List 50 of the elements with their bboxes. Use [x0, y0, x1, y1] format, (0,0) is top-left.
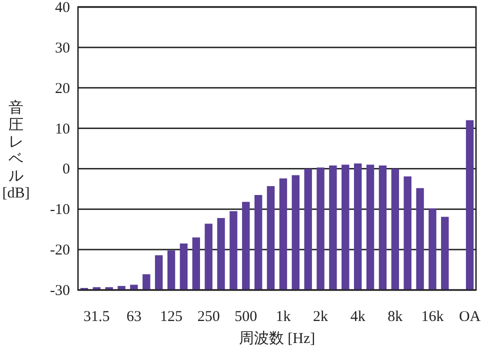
x-tick-label: 250	[197, 309, 220, 325]
bar	[441, 216, 449, 290]
x-tick-label: 8k	[388, 309, 404, 325]
bar	[217, 218, 225, 290]
bar	[378, 165, 387, 290]
bar	[342, 164, 350, 290]
x-tick-label: OA	[458, 309, 481, 325]
bar	[279, 178, 288, 290]
x-axis-title: 周波数 [Hz]	[238, 330, 316, 347]
bar	[466, 120, 474, 290]
bar	[167, 250, 176, 290]
x-tick-label: 125	[160, 309, 183, 325]
x-tick-label: 4k	[350, 309, 366, 325]
x-tick-label: 500	[234, 309, 258, 325]
y-tick-label: -30	[50, 283, 70, 299]
bar	[180, 244, 188, 290]
bar	[266, 186, 275, 290]
x-tick-label: 2k	[313, 309, 329, 325]
bar	[130, 284, 138, 290]
bar	[391, 168, 400, 290]
y-tick-label: 20	[55, 80, 70, 97]
y-tick-label: -20	[50, 242, 70, 259]
bar	[154, 255, 163, 290]
bar	[142, 274, 150, 290]
y-tick-label: 10	[55, 121, 70, 138]
bar	[292, 175, 300, 290]
y-axis-title: 音圧レベル [dB]	[2, 100, 30, 202]
bar	[254, 194, 262, 290]
bar	[329, 165, 337, 290]
x-tick-label: 1k	[276, 309, 292, 325]
x-tick-label: 63	[126, 309, 142, 325]
bar	[230, 211, 238, 290]
bar	[354, 163, 362, 290]
y-tick-label: 40	[55, 0, 70, 16]
y-tick-label: 0	[62, 162, 70, 178]
bar	[105, 287, 113, 290]
bar	[404, 176, 412, 290]
y-tick-label: 30	[55, 40, 70, 56]
bar	[416, 188, 424, 290]
bar	[242, 202, 250, 290]
bar	[304, 168, 312, 290]
bar	[366, 164, 374, 290]
bar	[118, 286, 126, 290]
y-tick-label: -10	[50, 202, 70, 218]
bar	[316, 168, 324, 290]
bar	[428, 208, 436, 290]
bar	[204, 224, 212, 290]
x-tick-label: 31.5	[84, 309, 110, 325]
x-tick-label: 16k	[421, 309, 444, 325]
bar	[192, 237, 200, 290]
